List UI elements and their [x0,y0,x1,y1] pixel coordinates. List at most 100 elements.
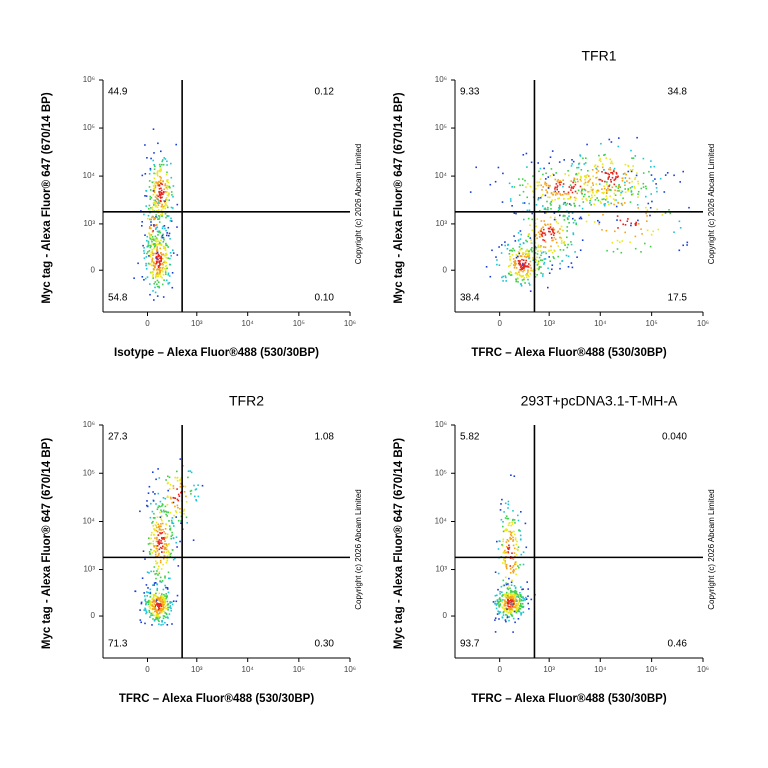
event-dot [156,530,159,533]
event-dot [164,191,167,193]
y-tick-label: 10⁶ [435,420,447,429]
event-dot [612,250,615,253]
event-dot [596,190,598,192]
event-dot [515,263,517,265]
event-dot [548,272,551,274]
event-dot [613,169,615,171]
event-dot [545,182,548,185]
event-dot [569,196,572,199]
event-dot [150,254,152,256]
event-dot [153,620,156,622]
event-dot [587,191,589,193]
event-dot [497,548,500,550]
event-dot [166,600,169,603]
event-dot [147,587,149,589]
event-dot [152,290,154,292]
event-dot [576,178,579,180]
event-dot [686,244,688,246]
event-dot [510,524,512,527]
event-dot [170,497,172,500]
event-dot [592,184,594,186]
event-dot [160,607,163,610]
event-dot [552,239,554,242]
event-dot [154,205,157,208]
event-dot [158,539,161,541]
event-dot [151,216,153,219]
event-dot [542,251,545,253]
event-dot [153,603,156,605]
event-dot [513,266,516,269]
event-dot [154,601,157,603]
event-dot [156,182,158,185]
event-dot [184,485,187,488]
event-dot [521,603,524,605]
event-dot [558,205,561,208]
event-dot [142,244,144,247]
event-dot [502,614,505,616]
event-dot [149,169,152,171]
event-dot [157,181,159,184]
event-dot [158,185,161,187]
event-dot [509,592,511,595]
event-dot [509,611,511,613]
event-dot [508,596,511,599]
event-dot [159,525,161,527]
event-dot [154,517,156,519]
event-dot [165,186,168,189]
event-dot [557,209,560,212]
event-dot [503,604,506,606]
event-dot [162,205,164,208]
event-dot [532,258,535,260]
quadrant-percent: 0.30 [315,639,335,650]
event-dot [163,225,166,227]
event-dot [518,246,521,248]
event-dot [528,266,531,269]
event-dot [171,272,174,274]
event-dot [163,551,165,553]
event-dot [504,619,507,621]
event-dot [624,224,627,226]
event-dot [555,219,557,221]
event-dot [564,173,566,175]
event-dot [513,600,516,603]
event-dot [150,502,152,505]
event-dot [182,485,185,488]
event-dot [149,552,151,555]
event-dot [164,227,166,230]
event-dot [163,531,165,533]
event-dot [499,600,502,602]
event-dot [161,551,163,553]
event-dot [525,546,528,549]
x-tick-label: 10³ [543,665,555,674]
event-dot [163,548,166,551]
event-dot [170,552,172,555]
event-dot [505,582,507,585]
event-dot [161,599,164,601]
event-dot [134,590,137,593]
event-dot [180,491,182,494]
event-dot [145,189,147,192]
event-dot [519,255,522,257]
event-dot [146,217,149,220]
event-dot [504,560,506,562]
event-dot [534,252,537,254]
event-dot [164,528,167,530]
event-dot [162,241,165,243]
event-dot [568,186,571,188]
event-dot [624,184,626,186]
event-dot [160,601,162,603]
event-dot [159,271,161,274]
event-dot [147,240,150,243]
event-dot [522,267,525,270]
event-dot [153,181,155,183]
event-dot [162,263,164,266]
event-dot [166,171,168,174]
event-dot [522,596,524,598]
event-dot [152,185,155,187]
event-dot [160,239,162,242]
event-dot [164,271,167,273]
event-dot [571,212,574,214]
event-dot [152,570,155,573]
event-dot [149,244,151,247]
event-dot [505,604,507,607]
